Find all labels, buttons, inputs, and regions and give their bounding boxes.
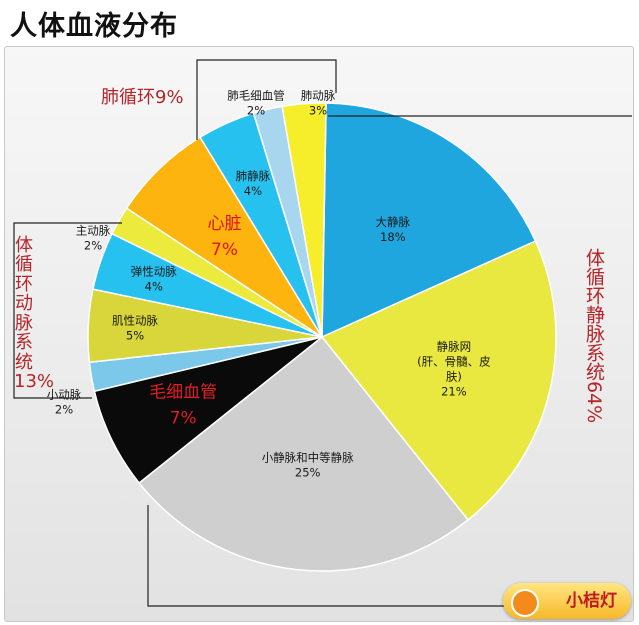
slice-label-pulmonary-arteries: 肺动脉: [301, 89, 336, 103]
slice-label-large-veins-value: 18%: [380, 230, 406, 244]
slice-label-pulmonary-veins: 肺静脉: [236, 169, 271, 183]
pie-slice-small-medium-veins: [138, 335, 470, 572]
group-label-venous: 体循环静脉系统64%: [583, 248, 605, 424]
slice-label-pulmonary-veins-value: 4%: [244, 184, 262, 198]
slice-label-venous-network-note: 肤): [446, 369, 462, 383]
bracket-venous-bottom: [147, 505, 512, 607]
slice-label-heart-value: 7%: [211, 240, 238, 260]
pie-slice-venous-network: [320, 240, 557, 521]
slice-label-pulmonary-capillaries: 肺毛细血管: [227, 89, 285, 103]
slice-label-large-veins: 大静脉: [376, 215, 411, 229]
bracket-arterial: [13, 222, 122, 399]
slice-label-venous-network-note: (肝、骨髓、皮: [417, 354, 491, 368]
pie-slice-capillaries: [93, 336, 323, 485]
slice-label-capillaries-value: 7%: [170, 409, 197, 429]
orange-logo-icon: [511, 589, 539, 617]
slice-label-pulmonary-capillaries-value: 2%: [247, 104, 265, 118]
slice-label-small-medium-veins: 小静脉和中等静脉: [262, 450, 354, 464]
slice-label-muscular-arteries: 肌性动脉: [112, 313, 158, 327]
slice-label-heart: 心脏: [208, 214, 242, 234]
pie-slice-pulmonary-arteries: [281, 102, 327, 338]
slice-label-aorta-value: 2%: [84, 239, 102, 253]
page-title: 人体血液分布: [10, 11, 178, 42]
brand-logo: 小桔灯: [503, 583, 631, 619]
slice-label-capillaries: 毛细血管: [149, 383, 217, 403]
slice-label-elastic-arteries-value: 4%: [145, 280, 163, 294]
slice-label-venous-network-value: 21%: [441, 384, 467, 398]
bracket-pulmonary: [196, 59, 337, 140]
slice-label-venous-network: 静脉网: [437, 339, 472, 353]
slice-label-arterioles: 小动脉: [47, 388, 82, 402]
slice-label-aorta: 主动脉: [76, 224, 111, 238]
group-label-arterial: 体循环动脉系统13%: [14, 235, 55, 393]
group-label-pulmonary: 肺循环9%: [101, 87, 184, 108]
brand-name: 小桔灯: [566, 591, 617, 611]
slice-label-pulmonary-arteries-value: 3%: [309, 104, 327, 118]
slice-label-arterioles-value: 2%: [55, 403, 73, 417]
pie-slice-heart: [125, 136, 323, 338]
pie-slice-large-veins: [321, 102, 537, 339]
slice-label-small-medium-veins-value: 25%: [295, 465, 321, 479]
slice-label-muscular-arteries-value: 5%: [126, 328, 144, 342]
slice-label-elastic-arteries: 弹性动脉: [131, 265, 177, 279]
